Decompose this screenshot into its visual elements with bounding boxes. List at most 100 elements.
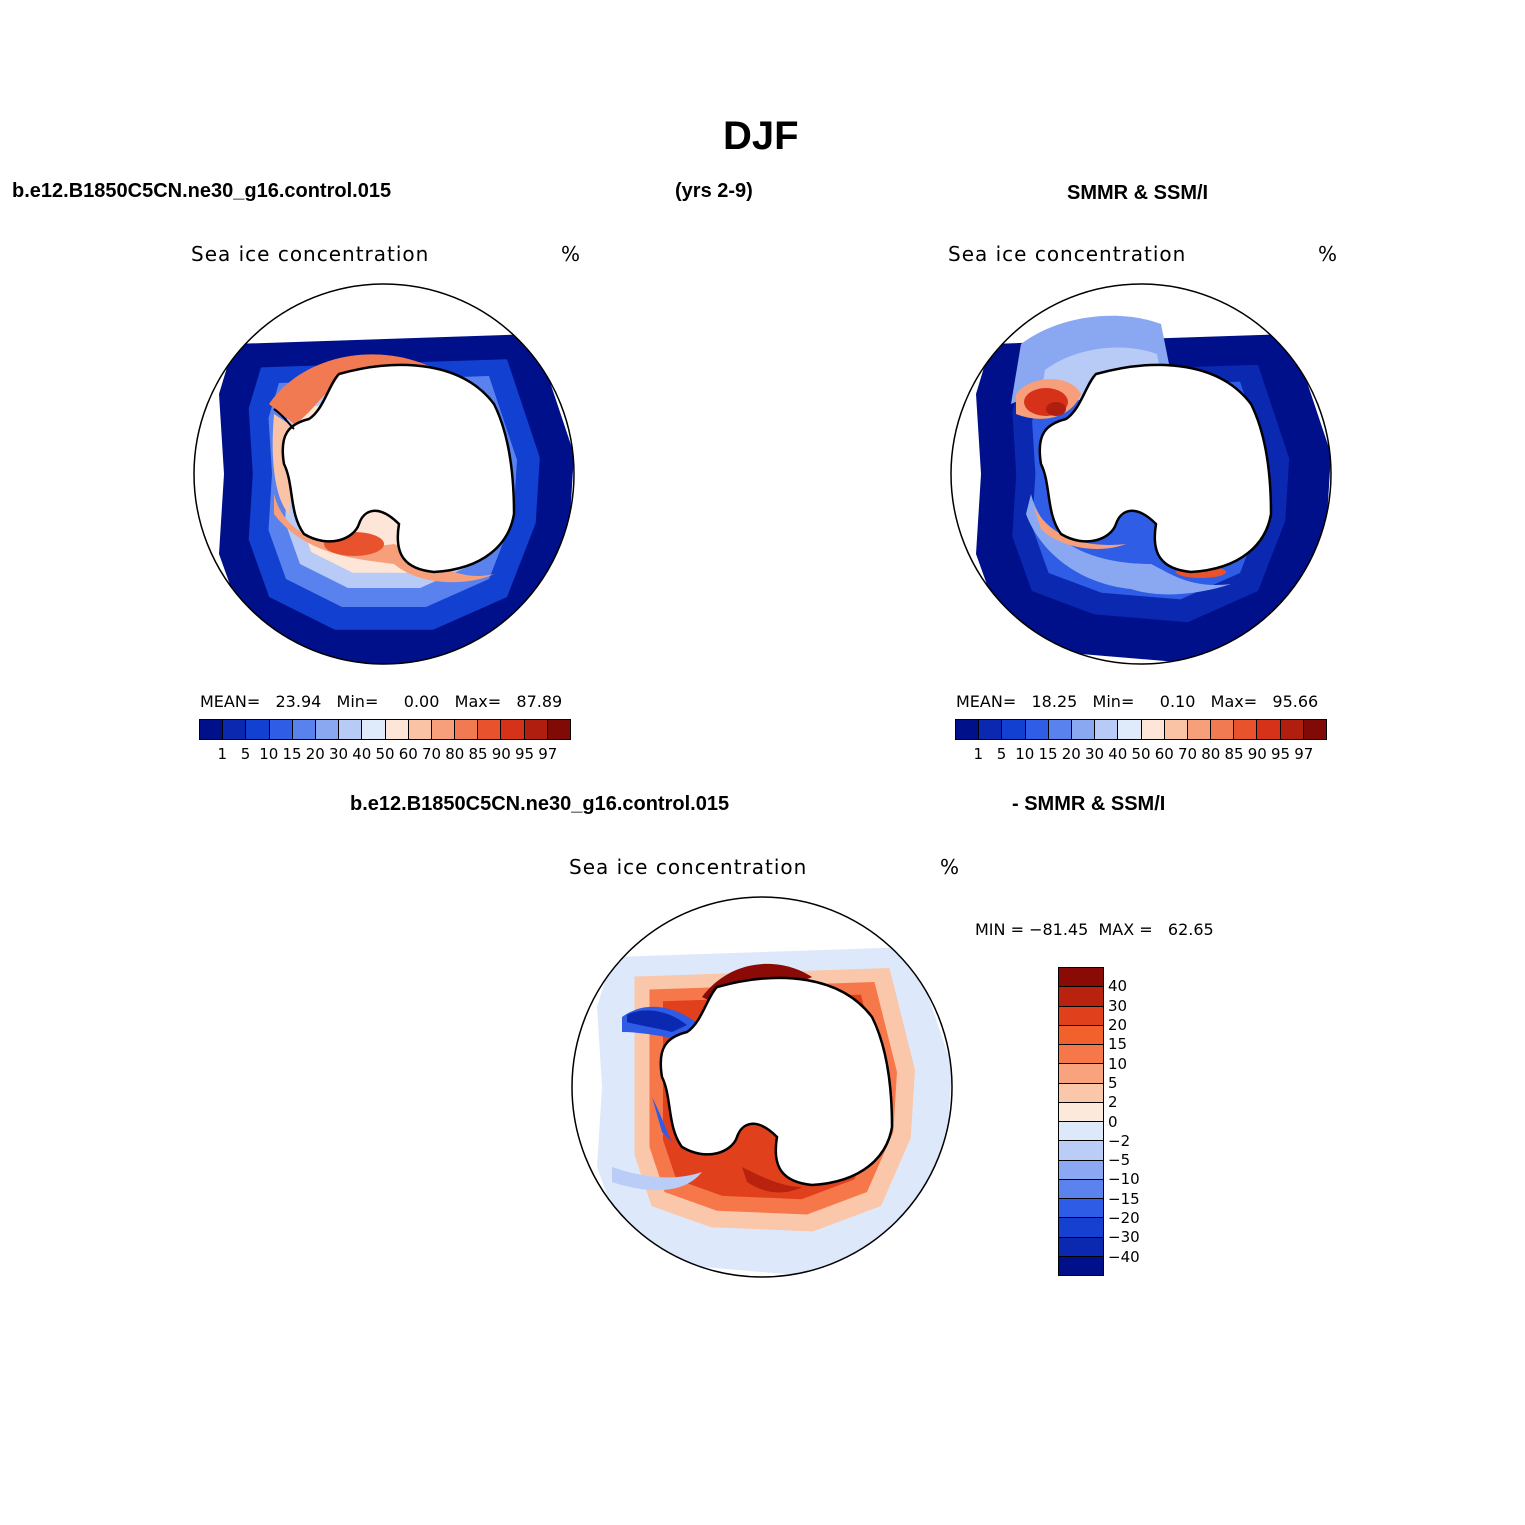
obs-colorbar-swatch bbox=[1025, 720, 1049, 739]
obs-colorbar-tick-label: 20 bbox=[1061, 745, 1081, 763]
model-colorbar-tick-label: 5 bbox=[240, 745, 251, 763]
obs-polar-map bbox=[950, 283, 1332, 665]
diff-colorbar-tick-label: 30 bbox=[1108, 996, 1128, 1015]
diff-colorbar-swatch bbox=[1059, 1256, 1103, 1275]
obs-colorbar-swatch bbox=[979, 720, 1003, 739]
diff-panel-title: Sea ice concentration bbox=[569, 855, 808, 879]
obs-colorbar-swatch bbox=[1234, 720, 1258, 739]
obs-colorbar-swatch bbox=[1257, 720, 1281, 739]
figure-title: DJF bbox=[723, 114, 799, 158]
model-panel-units: % bbox=[561, 242, 582, 266]
model-colorbar-tick-label: 60 bbox=[398, 745, 418, 763]
model-colorbar-swatch bbox=[200, 720, 224, 739]
obs-colorbar-tick-label: 95 bbox=[1270, 745, 1291, 763]
model-colorbar-swatch bbox=[385, 720, 409, 739]
model-colorbar-swatch bbox=[524, 720, 548, 739]
model-colorbar-swatch bbox=[455, 720, 479, 739]
model-colorbar-tick-label: 95 bbox=[514, 745, 535, 763]
diff-colorbar-tick-label: −30 bbox=[1108, 1228, 1140, 1247]
model-colorbar-tick-label: 70 bbox=[421, 745, 442, 763]
model-colorbar-tick-label: 20 bbox=[305, 745, 325, 763]
obs-colorbar-swatch bbox=[1303, 720, 1326, 739]
obs-colorbar-swatch bbox=[1187, 720, 1212, 739]
model-stats: MEAN= 23.94 Min= 0.00 Max= 87.89 bbox=[200, 692, 563, 711]
model-colorbar-swatch bbox=[362, 720, 386, 739]
diff-panel-units: % bbox=[940, 855, 961, 879]
obs-colorbar-swatch bbox=[1211, 720, 1235, 739]
model-colorbar-swatch bbox=[408, 720, 432, 739]
obs-panel-title: Sea ice concentration bbox=[948, 242, 1187, 266]
diff-polar-map bbox=[571, 896, 953, 1278]
model-colorbar-swatch bbox=[431, 720, 456, 739]
model-colorbar-tick-label: 90 bbox=[491, 745, 511, 763]
obs-colorbar-swatch bbox=[1164, 720, 1188, 739]
obs-colorbar-tick-label: 5 bbox=[996, 745, 1007, 763]
diff-colorbar-swatch bbox=[1059, 1025, 1103, 1045]
obs-colorbar-tick-label: 85 bbox=[1224, 745, 1244, 763]
diff-colorbar-swatch bbox=[1059, 1199, 1103, 1219]
obs-colorbar-swatch bbox=[1002, 720, 1026, 739]
obs-colorbar-swatch bbox=[1071, 720, 1096, 739]
model-colorbar bbox=[199, 719, 571, 740]
diff-colorbar-swatch bbox=[1059, 1218, 1103, 1238]
diff-colorbar-swatch bbox=[1059, 1102, 1103, 1122]
model-colorbar-tick-label: 15 bbox=[282, 745, 302, 763]
obs-colorbar-tick-label: 80 bbox=[1201, 745, 1221, 763]
diff-case-name-label: b.e12.B1850C5CN.ne30_g16.control.015 bbox=[350, 793, 730, 815]
diff-obs-name-label: - SMMR & SSM/I bbox=[1012, 793, 1166, 815]
model-colorbar-tick-label: 97 bbox=[538, 745, 558, 763]
obs-colorbar-swatch bbox=[1095, 720, 1119, 739]
obs-colorbar-tick-label: 60 bbox=[1154, 745, 1174, 763]
obs-colorbar-tick-label: 70 bbox=[1177, 745, 1198, 763]
diff-colorbar-tick-label: 40 bbox=[1108, 977, 1128, 996]
obs-colorbar-tick-label: 30 bbox=[1084, 745, 1105, 763]
model-colorbar-tick-label: 50 bbox=[375, 745, 395, 763]
obs-colorbar-tick-label: 1 bbox=[973, 745, 984, 763]
diff-colorbar-tick-label: −2 bbox=[1108, 1131, 1131, 1150]
diff-colorbar-swatch bbox=[1059, 1179, 1103, 1199]
diff-colorbar-swatch bbox=[1059, 1006, 1103, 1026]
diff-colorbar-tick-label: 20 bbox=[1108, 1015, 1128, 1034]
diff-colorbar-tick-label: 5 bbox=[1108, 1073, 1118, 1092]
model-colorbar-swatch bbox=[315, 720, 340, 739]
model-colorbar-tick-label: 85 bbox=[468, 745, 488, 763]
obs-colorbar-swatch bbox=[1280, 720, 1304, 739]
model-colorbar-swatch bbox=[246, 720, 270, 739]
diff-colorbar-tick-label: −15 bbox=[1108, 1189, 1140, 1208]
obs-colorbar-tick-label: 40 bbox=[1108, 745, 1128, 763]
diff-colorbar bbox=[1058, 967, 1104, 1276]
diff-colorbar-swatch bbox=[1059, 1083, 1103, 1103]
model-colorbar-swatch bbox=[478, 720, 502, 739]
obs-colorbar-swatch bbox=[1048, 720, 1072, 739]
diff-colorbar-tick-label: −40 bbox=[1108, 1247, 1140, 1266]
model-colorbar-tick-label: 10 bbox=[259, 745, 279, 763]
diff-colorbar-tick-label: −20 bbox=[1108, 1209, 1140, 1228]
diff-colorbar-swatch bbox=[1059, 968, 1103, 988]
obs-name-label: SMMR & SSM/I bbox=[1067, 182, 1209, 204]
diff-colorbar-tick-label: 0 bbox=[1108, 1112, 1118, 1131]
diff-colorbar-swatch bbox=[1059, 1122, 1103, 1142]
obs-colorbar-tick-label: 90 bbox=[1247, 745, 1267, 763]
diff-minmax: MIN = −81.45 MAX = 62.65 bbox=[975, 920, 1214, 939]
model-colorbar-swatch bbox=[292, 720, 316, 739]
obs-colorbar bbox=[955, 719, 1327, 740]
diff-colorbar-tick-label: 15 bbox=[1108, 1035, 1128, 1054]
obs-colorbar-tick-label: 97 bbox=[1294, 745, 1314, 763]
obs-colorbar-tick-label: 50 bbox=[1131, 745, 1151, 763]
model-colorbar-tick-label: 80 bbox=[445, 745, 465, 763]
model-colorbar-swatch bbox=[547, 720, 570, 739]
obs-colorbar-swatch bbox=[956, 720, 980, 739]
model-colorbar-swatch bbox=[223, 720, 247, 739]
model-panel-title: Sea ice concentration bbox=[191, 242, 430, 266]
diff-colorbar-swatch bbox=[1059, 1141, 1103, 1161]
years-label: (yrs 2-9) bbox=[675, 180, 753, 202]
diff-colorbar-swatch bbox=[1059, 1237, 1103, 1257]
diff-colorbar-tick-label: 10 bbox=[1108, 1054, 1128, 1073]
diff-colorbar-tick-label: −10 bbox=[1108, 1170, 1140, 1189]
obs-colorbar-tick-label: 10 bbox=[1015, 745, 1035, 763]
case-name-label: b.e12.B1850C5CN.ne30_g16.control.015 bbox=[12, 180, 392, 202]
obs-colorbar-swatch bbox=[1141, 720, 1165, 739]
model-colorbar-tick-label: 30 bbox=[328, 745, 349, 763]
model-colorbar-tick-label: 1 bbox=[217, 745, 228, 763]
model-colorbar-swatch bbox=[501, 720, 525, 739]
